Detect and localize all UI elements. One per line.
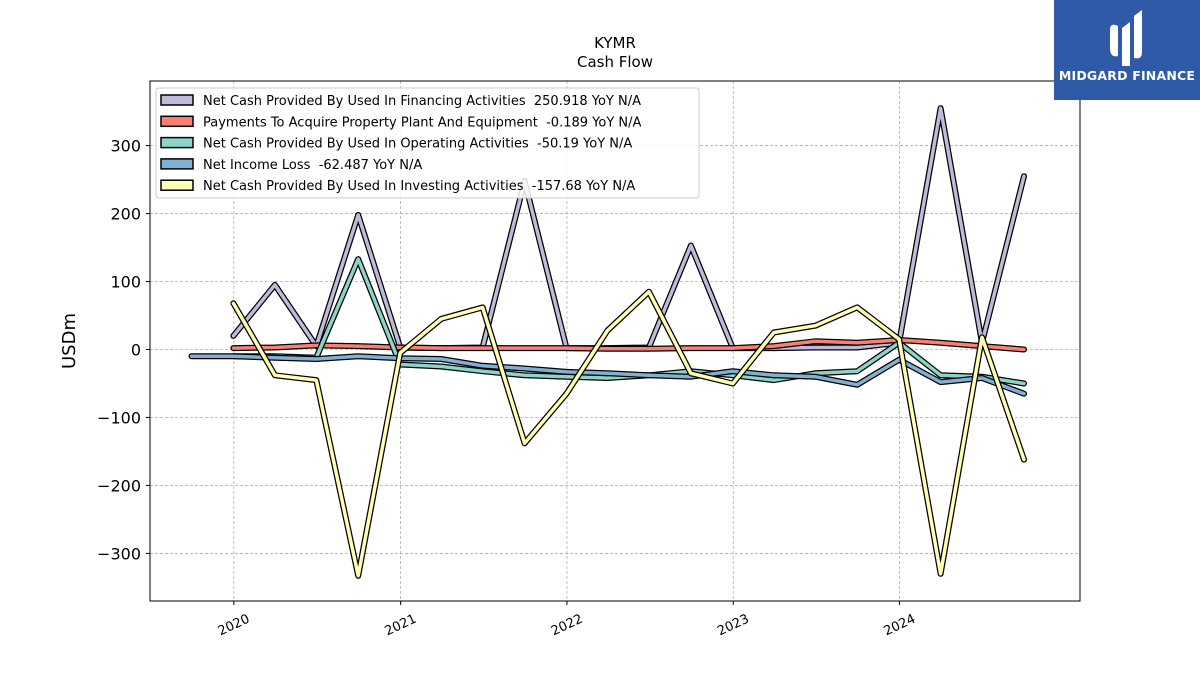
x-tick-label: 2024: [882, 612, 918, 640]
x-tick-label: 2021: [383, 612, 419, 640]
legend-swatch: [160, 136, 194, 149]
y-tick-label: −200: [97, 476, 141, 495]
y-tick-label: −100: [97, 408, 141, 427]
x-tick-label: 2023: [715, 612, 751, 640]
series-net-income-loss: [188, 353, 1027, 397]
legend-label: Net Cash Provided By Used In Financing A…: [203, 94, 641, 109]
x-tick-label: 2020: [216, 612, 252, 640]
y-tick-label: 300: [110, 137, 141, 156]
x-tick-label: 2022: [549, 612, 585, 640]
y-axis-label: USDm: [59, 313, 80, 369]
legend: Net Cash Provided By Used In Financing A…: [155, 87, 700, 199]
chart-subtitle: Cash Flow: [577, 53, 653, 71]
series-net-cash-provided-by-used-in-investing-activities: [230, 288, 1027, 579]
chart-title: KYMR: [594, 34, 636, 52]
series-line-outline: [230, 288, 1027, 579]
series-lines: [188, 105, 1027, 579]
series-line: [189, 354, 1026, 396]
midgard-logo-icon: [1110, 10, 1142, 66]
series-line: [231, 338, 1026, 352]
legend-label: Net Cash Provided By Used In Investing A…: [203, 179, 635, 194]
legend-label: Net Cash Provided By Used In Operating A…: [203, 137, 632, 152]
legend-label: Payments To Acquire Property Plant And E…: [203, 115, 642, 130]
legend-swatch: [160, 158, 194, 170]
legend-swatch: [160, 115, 194, 128]
brand-logo: MIDGARD FINANCE: [1054, 0, 1200, 100]
y-tick-label: 0: [131, 340, 141, 359]
series-line: [231, 289, 1026, 578]
series-payments-to-acquire-property-plant-and-equipment: [230, 337, 1027, 353]
plot-frame: [149, 80, 1081, 602]
legend-box: [155, 87, 700, 199]
legend-label: Net Income Loss -62.487 YoY N/A: [203, 158, 422, 173]
y-tick-label: 100: [110, 273, 141, 292]
y-tick-label: −300: [97, 544, 141, 563]
legend-swatch: [160, 179, 194, 191]
legend-swatch: [160, 94, 194, 106]
y-tick-label: 200: [110, 205, 141, 224]
brand-name: MIDGARD FINANCE: [1058, 68, 1196, 83]
